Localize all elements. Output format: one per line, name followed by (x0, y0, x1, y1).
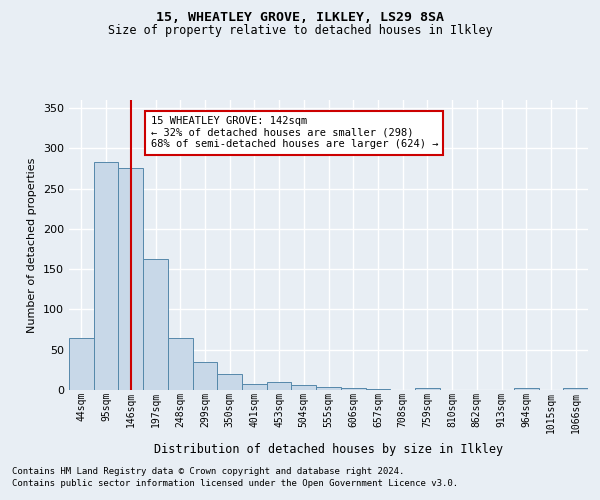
Bar (267, 382, 292, 390)
Text: Contains public sector information licensed under the Open Government Licence v3: Contains public sector information licen… (12, 479, 458, 488)
Bar (415, 388, 440, 390)
Bar (217, 374, 242, 390)
Text: 15 WHEATLEY GROVE: 142sqm
← 32% of detached houses are smaller (298)
68% of semi: 15 WHEATLEY GROVE: 142sqm ← 32% of detac… (151, 116, 438, 150)
Bar (69, 338, 94, 390)
Bar (563, 388, 588, 390)
Bar (365, 389, 390, 390)
Bar (316, 387, 341, 390)
Bar (94, 162, 118, 390)
Text: Size of property relative to detached houses in Ilkley: Size of property relative to detached ho… (107, 24, 493, 37)
Text: Contains HM Land Registry data © Crown copyright and database right 2024.: Contains HM Land Registry data © Crown c… (12, 468, 404, 476)
Bar (292, 385, 316, 390)
Bar (341, 388, 365, 390)
Text: Distribution of detached houses by size in Ilkley: Distribution of detached houses by size … (154, 442, 503, 456)
Bar (193, 362, 217, 390)
Bar (168, 338, 193, 390)
Y-axis label: Number of detached properties: Number of detached properties (28, 158, 37, 332)
Bar (514, 388, 539, 390)
Text: 15, WHEATLEY GROVE, ILKLEY, LS29 8SA: 15, WHEATLEY GROVE, ILKLEY, LS29 8SA (156, 11, 444, 24)
Bar (242, 384, 267, 390)
Bar (143, 258, 168, 390)
Bar (118, 168, 143, 390)
